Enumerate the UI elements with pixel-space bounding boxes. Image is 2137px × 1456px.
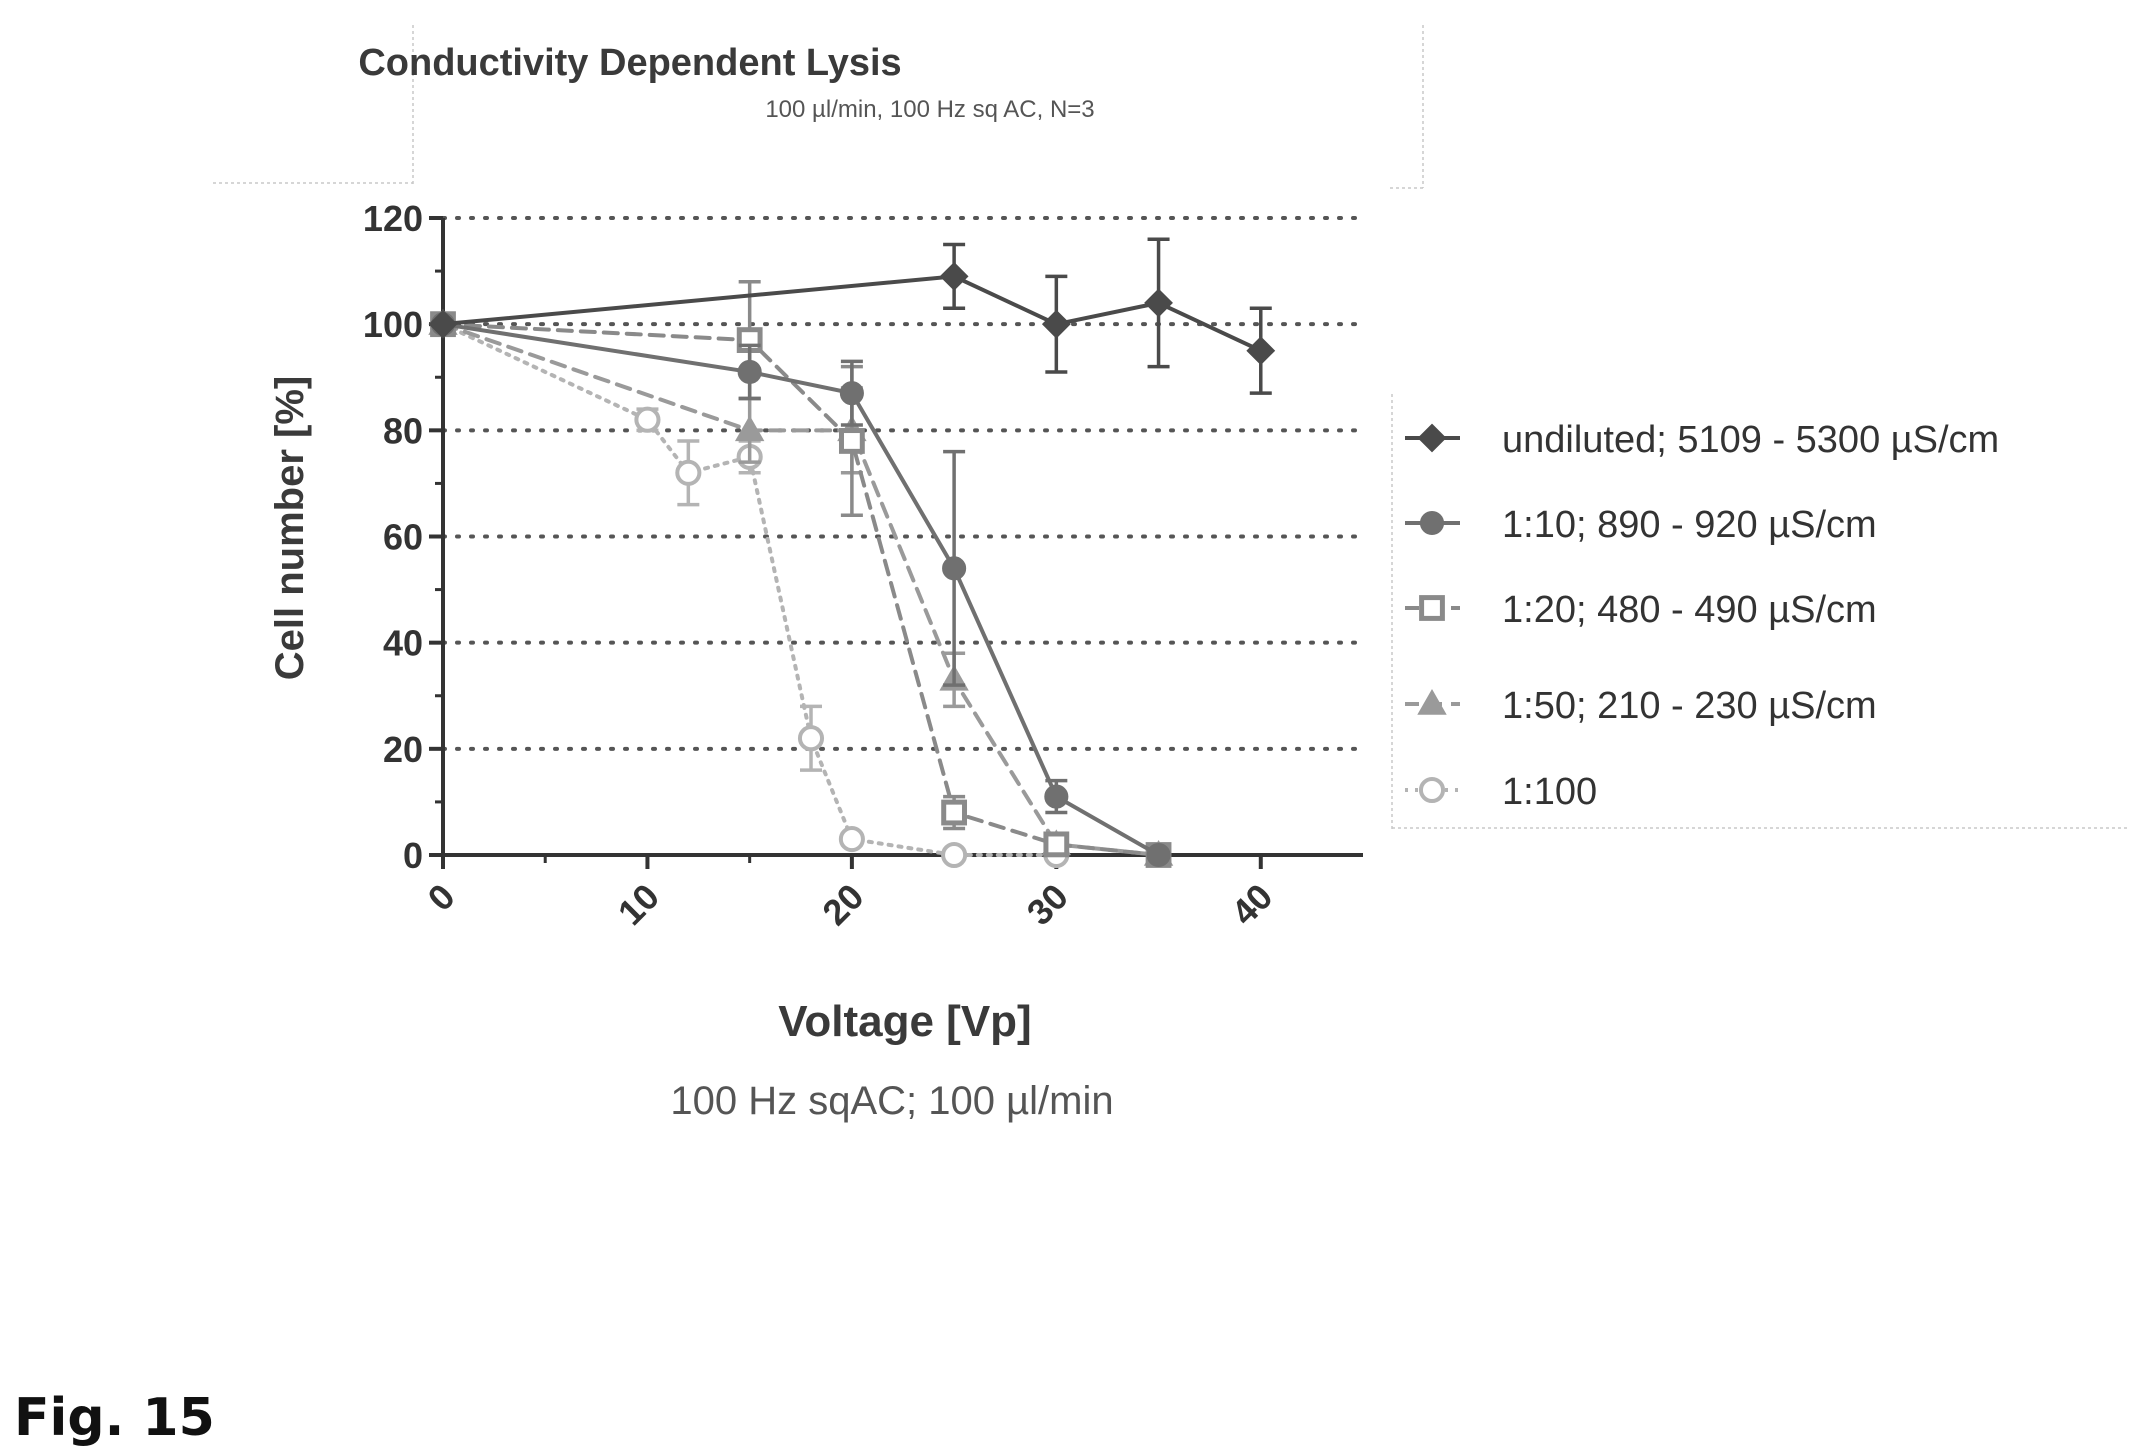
legend-marker <box>1419 595 1445 621</box>
x-axis-sublabel: 100 Hz sqAC; 100 µl/min <box>670 1079 1113 1123</box>
legend-label: 1:20; 480 - 490 µS/cm <box>1502 589 1877 631</box>
series-line <box>441 322 1161 857</box>
data-point <box>941 799 968 826</box>
series-line <box>441 274 1263 353</box>
data-point <box>1144 288 1173 318</box>
series-line <box>441 322 1161 857</box>
y-tick-label: 100 <box>363 304 423 345</box>
data-point <box>1041 309 1071 339</box>
legend-marker <box>1417 423 1447 453</box>
data-point <box>675 459 702 486</box>
axes: 0 20 40 60 80 100 120 0 10 20 30 40 <box>363 198 1363 933</box>
data-point <box>1146 842 1171 868</box>
y-tick-label: 0 <box>403 835 423 876</box>
data-point <box>734 415 765 442</box>
series-line <box>441 322 1161 857</box>
x-tick-label: 40 <box>1223 876 1280 933</box>
y-tick-label: 60 <box>383 517 423 558</box>
data-point <box>1246 336 1276 366</box>
x-tick-label: 30 <box>1019 876 1076 933</box>
y-tick-label: 40 <box>383 623 423 664</box>
chart-subtitle: 100 µl/min, 100 Hz sq AC, N=3 <box>765 96 1094 123</box>
legend: undiluted; 5109 - 5300 µS/cm 1:10; 890 - … <box>1405 419 1999 813</box>
series-line <box>441 322 1059 857</box>
data-point <box>797 725 825 752</box>
legend-marker <box>1419 510 1445 536</box>
y-tick-label: 20 <box>383 729 423 770</box>
legend-entry-1-10-890-920-s-cm: 1:10; 890 - 920 µS/cm <box>1405 504 1877 546</box>
y-axis-label: Cell number [%] <box>268 376 312 680</box>
plot-area <box>428 237 1276 869</box>
legend-marker <box>1417 688 1447 715</box>
y-tick-label: 80 <box>383 410 423 451</box>
x-tick-label: 20 <box>814 876 871 933</box>
data-point <box>942 556 967 581</box>
series-undiluted-5109-5300-s-cm <box>428 237 1276 395</box>
data-point <box>737 359 762 384</box>
legend-label: 1:100 <box>1502 771 1597 813</box>
series-1-10-890-920-s-cm <box>430 312 1171 868</box>
x-tick-label: 0 <box>420 876 463 919</box>
data-point <box>428 309 458 339</box>
legend-entry-1-50-210-230-s-cm: 1:50; 210 - 230 µS/cm <box>1405 685 1877 727</box>
data-point <box>1043 831 1070 858</box>
y-tick-label: 120 <box>363 198 423 239</box>
data-point <box>838 428 865 454</box>
data-point <box>941 841 968 869</box>
legend-label: 1:10; 890 - 920 µS/cm <box>1502 504 1877 546</box>
data-point <box>839 381 864 406</box>
chart-title: Conductivity Dependent Lysis <box>358 42 901 84</box>
x-tick-label: 10 <box>610 876 667 933</box>
data-point <box>939 261 969 291</box>
grid <box>441 216 1365 751</box>
legend-frame <box>1391 394 2130 830</box>
legend-label: undiluted; 5109 - 5300 µS/cm <box>1502 419 1999 461</box>
legend-entry-undiluted-5109-5300-s-cm: undiluted; 5109 - 5300 µS/cm <box>1405 419 1999 461</box>
x-axis-label: Voltage [Vp] <box>778 997 1031 1046</box>
data-point <box>1044 784 1069 809</box>
legend-marker <box>1418 776 1446 804</box>
title-frame <box>213 25 1424 189</box>
legend-label: 1:50; 210 - 230 µS/cm <box>1502 685 1877 727</box>
legend-entry-1-100: 1:100 <box>1405 771 1597 813</box>
legend-entry-1-20-480-490-s-cm: 1:20; 480 - 490 µS/cm <box>1405 589 1877 631</box>
figure-label: Fig. 15 <box>14 1388 215 1448</box>
data-point <box>634 406 661 433</box>
data-point <box>838 826 865 853</box>
